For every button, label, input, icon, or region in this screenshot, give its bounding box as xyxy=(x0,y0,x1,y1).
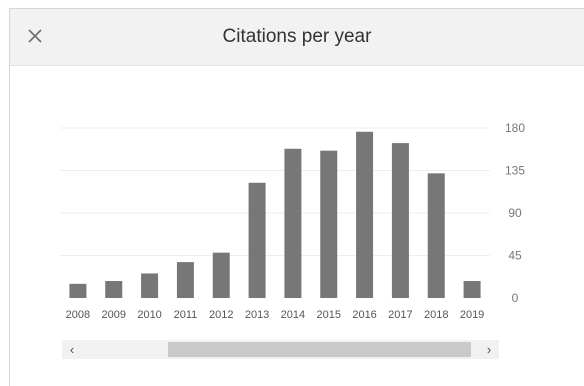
bar-2009[interactable] xyxy=(105,281,123,298)
x-tick-label: 2018 xyxy=(424,309,448,321)
chart-horizontal-scrollbar[interactable]: ‹ › xyxy=(62,340,499,359)
x-tick-label: 2010 xyxy=(137,309,161,321)
chevron-left-icon[interactable]: ‹ xyxy=(69,342,75,357)
scrollbar-thumb[interactable] xyxy=(168,342,471,357)
citations-dialog: Citations per year 0 45 90 135 180 2008 2009 20… xyxy=(9,8,584,386)
x-tick-label: 2012 xyxy=(209,309,233,321)
bar-2012[interactable] xyxy=(212,252,230,298)
chevron-right-icon[interactable]: › xyxy=(486,342,492,357)
bar-2017[interactable] xyxy=(391,143,409,298)
dialog-title: Citations per year xyxy=(222,26,372,47)
bar-2013[interactable] xyxy=(248,182,266,298)
y-tick-label: 180 xyxy=(505,121,525,135)
close-icon[interactable] xyxy=(24,25,46,47)
x-tick-label: 2011 xyxy=(174,309,198,321)
y-tick-label: 90 xyxy=(508,206,522,220)
bar-2016[interactable] xyxy=(356,131,374,298)
bar-2011[interactable] xyxy=(176,262,194,298)
x-tick-label: 2017 xyxy=(388,309,412,321)
x-tick-label: 2013 xyxy=(245,309,269,321)
dialog-header: Citations per year xyxy=(10,9,584,66)
bar-2010[interactable] xyxy=(141,273,159,298)
bar-2018[interactable] xyxy=(427,173,445,298)
bar-2008[interactable] xyxy=(69,283,87,298)
citations-bar-chart: 0 45 90 135 180 2008 2009 2010 2011 2012 2013 2014 2… xyxy=(60,121,525,321)
bar-2015[interactable] xyxy=(320,150,338,298)
x-tick-label: 2009 xyxy=(102,309,126,321)
x-tick-label: 2015 xyxy=(317,309,341,321)
x-tick-label: 2016 xyxy=(352,309,376,321)
y-tick-label: 0 xyxy=(512,291,519,305)
x-tick-label: 2008 xyxy=(66,309,90,321)
y-tick-label: 135 xyxy=(505,164,525,178)
x-tick-label: 2014 xyxy=(281,309,305,321)
x-tick-label: 2019 xyxy=(460,309,484,321)
y-tick-label: 45 xyxy=(508,249,522,263)
bar-2019[interactable] xyxy=(463,281,481,298)
bar-2014[interactable] xyxy=(284,148,302,298)
